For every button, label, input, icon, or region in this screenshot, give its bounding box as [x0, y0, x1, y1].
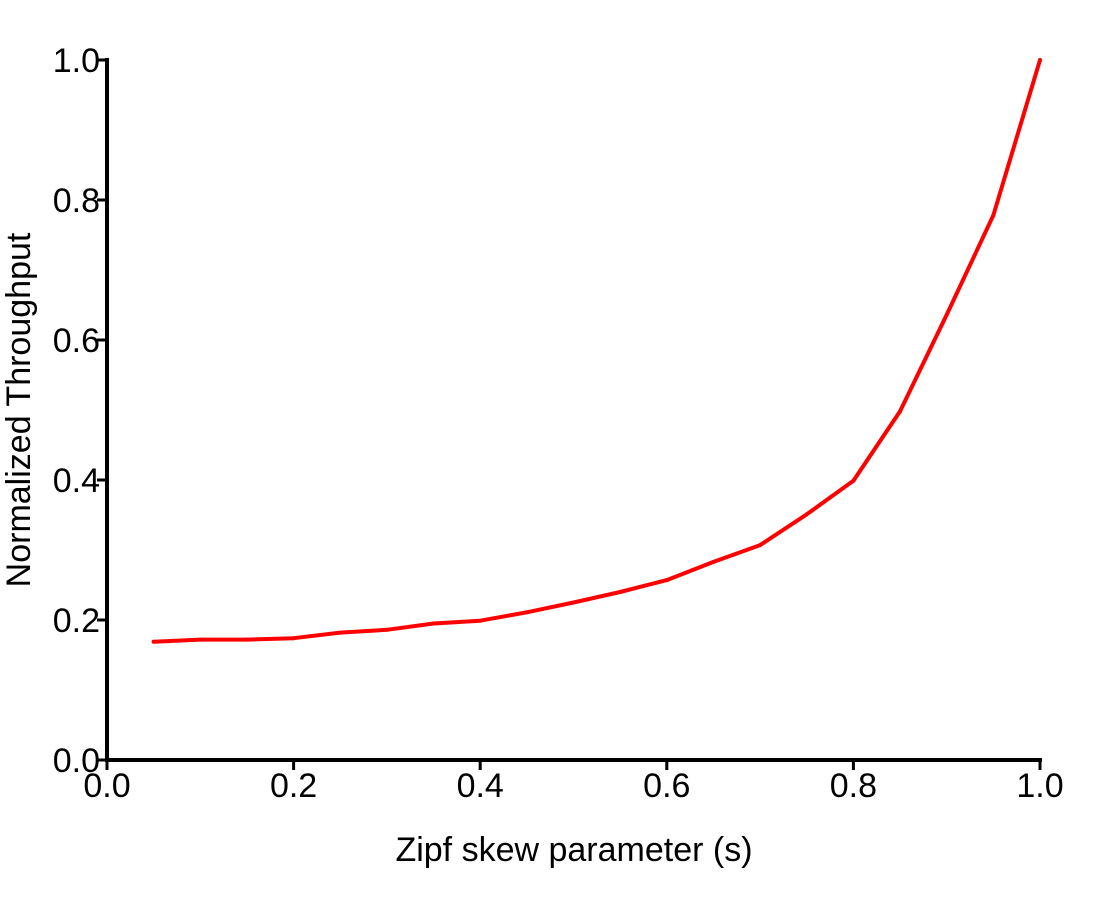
data-point — [198, 637, 203, 642]
x-tick-label: 1.0 — [1016, 767, 1063, 805]
x-tick-label: 0.0 — [83, 767, 130, 805]
y-tick-label: 0.8 — [53, 182, 100, 220]
series-layer — [151, 58, 1042, 644]
y-tick-label: 1.0 — [53, 42, 100, 80]
data-point — [244, 637, 249, 642]
data-point — [991, 213, 996, 218]
x-axis-ticks: 0.0 0.2 0.4 0.6 0.8 1.0 — [83, 760, 1064, 805]
y-tick-label: 0.2 — [53, 602, 100, 640]
data-point — [804, 512, 809, 517]
data-point — [478, 618, 483, 623]
data-point — [571, 600, 576, 605]
data-point — [944, 312, 949, 317]
y-tick-label: 0.4 — [53, 462, 100, 500]
y-axis-title: Normalized Throughput — [0, 232, 38, 587]
data-point — [898, 409, 903, 414]
y-tick-label: 0.0 — [53, 742, 100, 780]
data-point — [851, 478, 856, 483]
series-line — [151, 58, 1042, 644]
axes — [105, 58, 1042, 762]
data-point — [618, 590, 623, 594]
data-point — [664, 578, 669, 583]
x-tick-label: 0.4 — [457, 767, 504, 805]
data-point — [431, 621, 436, 626]
data-point — [1038, 58, 1042, 62]
y-tick-label: 0.6 — [53, 322, 100, 360]
data-point — [384, 627, 389, 632]
data-point — [291, 636, 296, 641]
y-axis-ticks: 0.0 0.2 0.4 0.6 0.8 1.0 — [53, 42, 107, 780]
data-point — [711, 559, 716, 564]
data-point — [524, 610, 529, 615]
x-axis-title: Zipf skew parameter (s) — [395, 831, 752, 869]
x-tick-label: 0.2 — [270, 767, 317, 805]
data-point — [338, 630, 343, 635]
x-tick-label: 0.8 — [830, 767, 877, 805]
data-point — [758, 543, 763, 548]
x-tick-label: 0.6 — [643, 767, 690, 805]
data-point — [151, 639, 156, 644]
